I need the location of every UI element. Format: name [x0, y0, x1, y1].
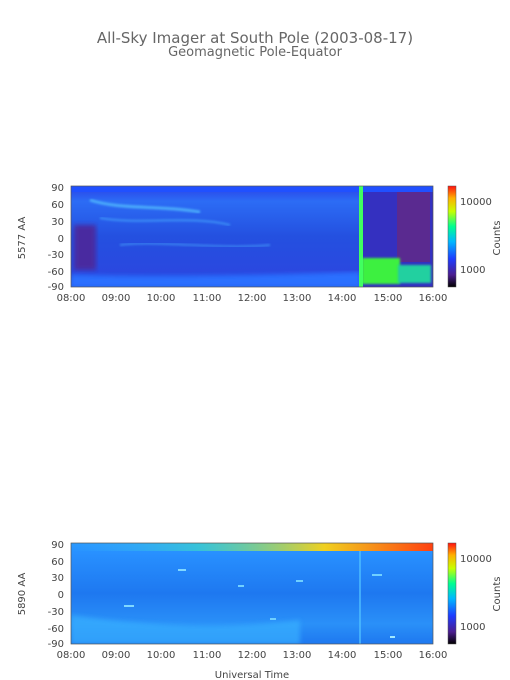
colorbar-tick: 10000 [460, 197, 492, 208]
panel-5577: 5577 AA 90 60 30 [17, 183, 503, 304]
x-tick-label: 15:00 [374, 650, 403, 661]
x-tick-label: 09:00 [102, 293, 131, 304]
x-tick-label: 11:00 [193, 650, 222, 661]
y-tick-label: 0 [58, 234, 64, 245]
x-tick-label: 12:00 [238, 293, 267, 304]
x-tick-label: 11:00 [193, 293, 222, 304]
x-tick-label: 10:00 [147, 293, 176, 304]
y-tick-label: -30 [48, 250, 64, 261]
x-tick-label: 16:00 [419, 293, 448, 304]
x-tick-label: 14:00 [328, 650, 357, 661]
panel-5577-x-ticks: 08:00 09:00 10:00 11:00 12:00 13:00 14:0… [57, 293, 448, 304]
y-tick-label: -30 [48, 607, 64, 618]
y-tick-label: 30 [51, 573, 64, 584]
x-tick-label: 12:00 [238, 650, 267, 661]
panel-5890-heatmap [71, 543, 433, 644]
y-tick-label: 60 [51, 200, 64, 211]
x-tick-label: 10:00 [147, 650, 176, 661]
y-tick-label: -60 [48, 267, 64, 278]
panel-5890-x-ticks: 08:00 09:00 10:00 11:00 12:00 13:00 14:0… [57, 650, 448, 661]
y-tick-label: 0 [58, 590, 64, 601]
panel-5577-colorbar: 10000 1000 Counts [447, 185, 503, 288]
colorbar-tick: 10000 [460, 554, 492, 565]
x-tick-label: 08:00 [57, 650, 86, 661]
title-line-1: All-Sky Imager at South Pole (2003-08-17… [97, 29, 413, 47]
colorbar-label: Counts [492, 221, 503, 256]
y-tick-label: -90 [48, 282, 64, 293]
y-tick-label: 90 [51, 540, 64, 551]
colorbar-tick: 1000 [460, 622, 485, 633]
x-tick-label: 13:00 [283, 293, 312, 304]
colorbar-label: Counts [492, 577, 503, 612]
colorbar-tick: 1000 [460, 265, 485, 276]
x-tick-label: 16:00 [419, 650, 448, 661]
y-tick-label: -90 [48, 639, 64, 650]
x-tick-label: 14:00 [328, 293, 357, 304]
x-axis-label: Universal Time [215, 670, 289, 680]
y-tick-label: 90 [51, 183, 64, 194]
y-tick-label: -60 [48, 624, 64, 635]
panel-5577-ylabel: 5577 AA [17, 217, 28, 260]
x-tick-label: 15:00 [374, 293, 403, 304]
panel-5890-y-ticks: 90 60 30 0 -30 -60 -90 [48, 540, 64, 650]
title-line-2: Geomagnetic Pole-Equator [168, 45, 342, 60]
panel-5577-y-ticks: 90 60 30 0 -30 -60 -90 [48, 183, 64, 293]
panel-5890-colorbar: 10000 1000 Counts [447, 542, 503, 645]
panel-5890-ylabel: 5890 AA [17, 573, 28, 616]
x-tick-label: 09:00 [102, 650, 131, 661]
y-tick-label: 60 [51, 557, 64, 568]
x-tick-label: 08:00 [57, 293, 86, 304]
x-tick-label: 13:00 [283, 650, 312, 661]
panel-5577-heatmap [71, 186, 433, 287]
y-tick-label: 30 [51, 217, 64, 228]
panel-5890: 5890 AA 90 60 30 0 -30 -60 [17, 540, 503, 661]
